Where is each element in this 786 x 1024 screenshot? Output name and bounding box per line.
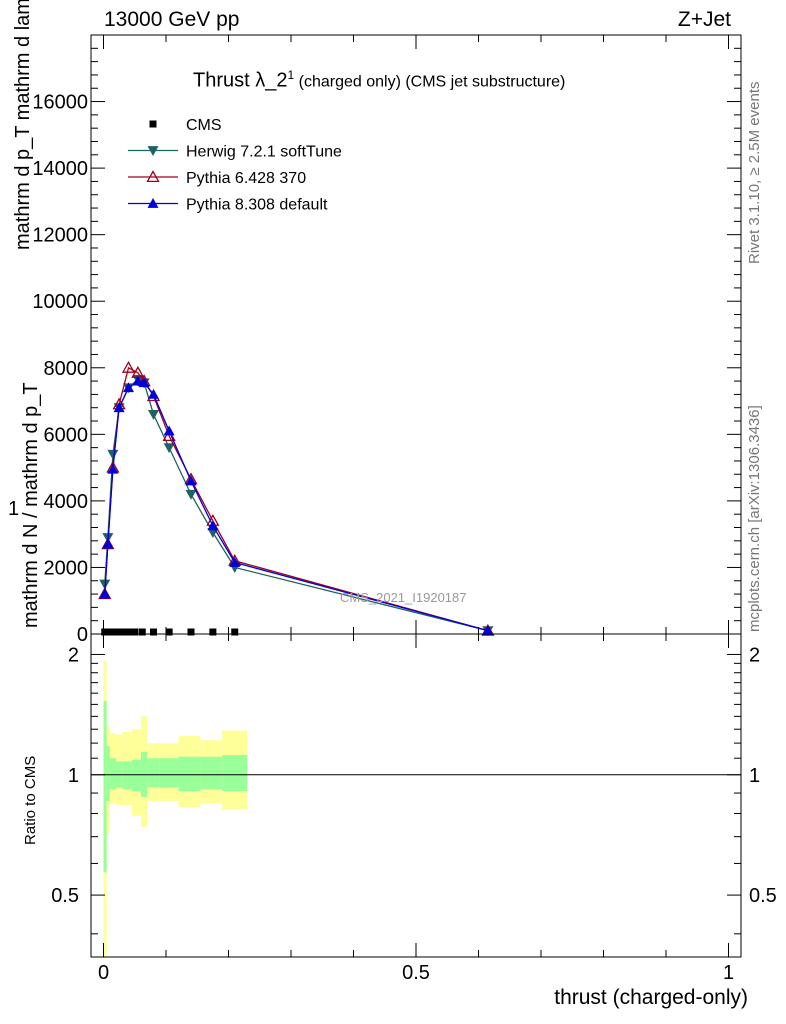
legend-label: CMS bbox=[186, 117, 222, 134]
data-point bbox=[187, 628, 195, 636]
data-point bbox=[121, 360, 136, 373]
data-point bbox=[102, 538, 114, 549]
chart-title-sub: (charged only) (CMS jet substructure) bbox=[294, 73, 566, 91]
data-point bbox=[132, 375, 144, 386]
analysis-watermark: CMS_2021_I1920187 bbox=[340, 590, 467, 605]
ratio-band-inner bbox=[200, 756, 223, 790]
data-point bbox=[107, 463, 119, 474]
ratio-y-tick-label-right: 0.5 bbox=[749, 885, 777, 907]
ratio-y-tick-label-left: 2 bbox=[68, 644, 79, 666]
data-point bbox=[150, 628, 157, 636]
data-point bbox=[125, 628, 132, 636]
ratio-y-label: Ratio to CMS bbox=[22, 755, 39, 845]
y-tick-label: 14000 bbox=[32, 158, 88, 180]
data-point bbox=[185, 489, 197, 500]
ratio-band-inner bbox=[178, 756, 201, 792]
chart-title: Thrust λ_21 (charged only) (CMS jet subs… bbox=[193, 68, 565, 93]
process-label: Z+Jet bbox=[677, 8, 731, 31]
ratio-band-inner bbox=[103, 700, 107, 873]
y-label-one: 1 bbox=[8, 498, 20, 520]
data-point bbox=[113, 402, 125, 413]
y-tick-label: 6000 bbox=[44, 424, 89, 446]
ratio-y-tick-label-right: 2 bbox=[749, 644, 760, 666]
data-point bbox=[115, 628, 123, 636]
data-point bbox=[107, 628, 115, 636]
ratio-band-inner bbox=[131, 759, 141, 792]
data-point bbox=[207, 520, 219, 531]
legend-marker bbox=[146, 170, 160, 183]
data-point bbox=[163, 425, 175, 436]
ratio-band-inner bbox=[122, 761, 132, 790]
y-tick-label: 0 bbox=[77, 624, 88, 646]
legend-marker bbox=[149, 120, 157, 128]
data-point bbox=[229, 556, 241, 567]
x-axis-label: thrust (charged-only) bbox=[554, 986, 748, 1009]
legend-label: Pythia 8.308 default bbox=[186, 197, 328, 214]
data-point bbox=[148, 388, 159, 399]
x-tick-label: 0.5 bbox=[402, 962, 430, 984]
data-point bbox=[148, 409, 159, 420]
data-point bbox=[107, 449, 119, 460]
data-point bbox=[120, 628, 127, 636]
legend-entry: Herwig 7.2.1 softTune bbox=[128, 144, 342, 161]
y-label-numerator: mathrm d p_T mathrm d lambda bbox=[12, 0, 34, 250]
ratio-band-inner bbox=[222, 755, 248, 792]
y-tick-label: 8000 bbox=[44, 358, 89, 380]
x-tick-label: 0 bbox=[98, 962, 109, 984]
data-point bbox=[231, 628, 239, 636]
data-point bbox=[123, 382, 134, 393]
y-tick-label: 16000 bbox=[32, 92, 88, 114]
data-point bbox=[209, 628, 217, 636]
collision-energy-label: 13000 GeV pp bbox=[104, 8, 240, 31]
data-point bbox=[165, 628, 173, 636]
ratio-band-inner bbox=[159, 758, 179, 788]
data-point bbox=[111, 628, 119, 636]
chart-title-main: Thrust λ_2 bbox=[193, 69, 288, 92]
ratio-y-tick-label-right: 1 bbox=[749, 765, 760, 787]
data-point bbox=[131, 628, 139, 636]
legend-entry: Pythia 8.308 default bbox=[128, 197, 328, 214]
data-point bbox=[138, 628, 146, 636]
data-point bbox=[138, 377, 150, 388]
data-point bbox=[162, 429, 176, 442]
ratio-band-inner bbox=[147, 758, 160, 788]
legend-label: Pythia 6.428 370 bbox=[186, 170, 306, 187]
legend-marker bbox=[147, 198, 159, 208]
series-3 bbox=[99, 375, 494, 636]
ratio-band-inner bbox=[106, 746, 110, 801]
data-point bbox=[185, 475, 197, 486]
y-label-denominator: mathrm d N / mathrm d p_T bbox=[20, 382, 42, 628]
y-tick-label: 10000 bbox=[32, 291, 88, 313]
data-point bbox=[99, 588, 111, 599]
legend-entry: Pythia 6.428 370 bbox=[128, 170, 306, 187]
legend-marker bbox=[147, 146, 159, 156]
ratio-y-tick-label-left: 1 bbox=[68, 765, 79, 787]
data-point bbox=[163, 443, 175, 454]
y-tick-label: 12000 bbox=[32, 225, 88, 247]
chart-title-sup: 1 bbox=[287, 68, 295, 82]
legend-entry: CMS bbox=[149, 117, 222, 134]
y-tick-label: 4000 bbox=[44, 491, 89, 513]
data-point bbox=[482, 625, 494, 636]
rivet-version-label: Rivet 3.1.10, ≥ 2.5M events bbox=[746, 81, 763, 265]
y-tick-label: 2000 bbox=[44, 557, 89, 579]
mcplots-url-label: mcplots.cern.ch [arXiv:1306.3436] bbox=[746, 405, 763, 632]
legend-label: Herwig 7.2.1 softTune bbox=[186, 144, 342, 161]
series-0 bbox=[101, 628, 239, 636]
ratio-y-tick-label-left: 0.5 bbox=[51, 885, 79, 907]
x-tick-label: 1 bbox=[723, 962, 734, 984]
ratio-band-inner bbox=[109, 758, 116, 790]
